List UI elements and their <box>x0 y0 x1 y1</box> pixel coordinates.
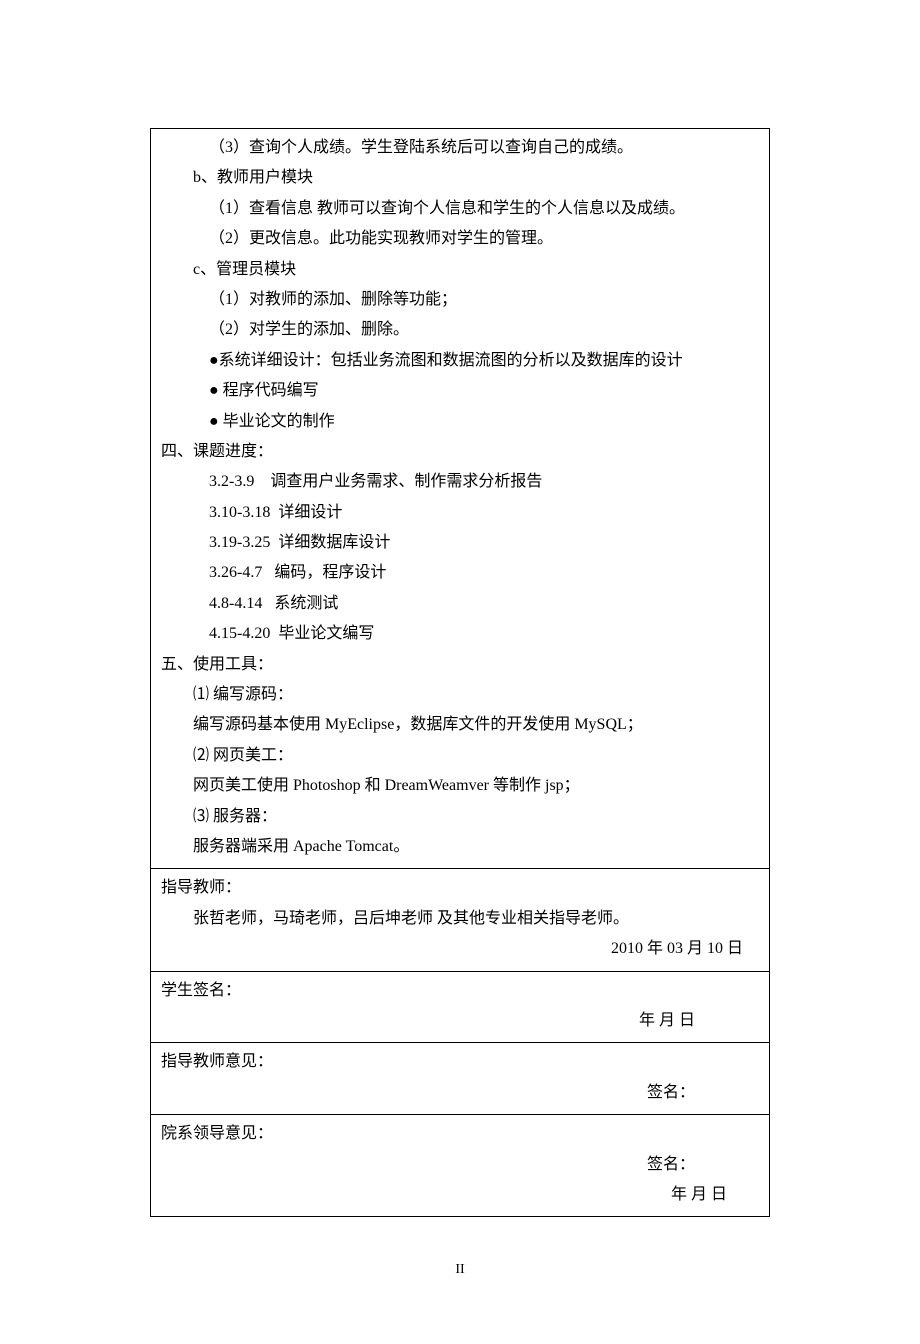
advisor-opinion-label: 指导教师意见： <box>161 1047 759 1077</box>
page-number: II <box>150 1257 770 1284</box>
tool-2-text: 网页美工使用 Photoshop 和 DreamWeamver 等制作 jsp； <box>161 771 759 801</box>
section-5-title: 五、使用工具： <box>161 650 759 680</box>
schedule-row-6: 4.15-4.20 毕业论文编写 <box>161 619 759 649</box>
tool-1-text: 编写源码基本使用 MyEclipse，数据库文件的开发使用 MySQL； <box>161 710 759 740</box>
tool-1-label: ⑴ 编写源码： <box>161 680 759 710</box>
advisor-date: 2010 年 03 月 10 日 <box>161 934 759 964</box>
dept-opinion-date: 年 月 日 <box>161 1180 759 1210</box>
line-3-query-grades: （3）查询个人成绩。学生登陆系统后可以查询自己的成绩。 <box>161 133 759 163</box>
advisor-label: 指导教师： <box>161 873 759 903</box>
line-c2-student-crud: （2）对学生的添加、删除。 <box>161 315 759 345</box>
tool-3-label: ⑶ 服务器： <box>161 802 759 832</box>
form-box: （3）查询个人成绩。学生登陆系统后可以查询自己的成绩。 b、教师用户模块 （1）… <box>150 128 770 1217</box>
advisor-opinion-sig: 签名： <box>161 1078 759 1108</box>
dept-opinion-sig: 签名： <box>161 1150 759 1180</box>
advisor-opinion-cell: 指导教师意见： 签名： <box>151 1043 769 1115</box>
schedule-row-4: 3.26-4.7 编码，程序设计 <box>161 558 759 588</box>
line-c-admin-module: c、管理员模块 <box>161 255 759 285</box>
line-b-teacher-module: b、教师用户模块 <box>161 163 759 193</box>
section-4-title: 四、课题进度： <box>161 437 759 467</box>
dept-opinion-label: 院系领导意见： <box>161 1119 759 1149</box>
schedule-row-5: 4.8-4.14 系统测试 <box>161 589 759 619</box>
main-content-cell: （3）查询个人成绩。学生登陆系统后可以查询自己的成绩。 b、教师用户模块 （1）… <box>151 129 769 869</box>
schedule-row-2: 3.10-3.18 详细设计 <box>161 498 759 528</box>
tool-2-label: ⑵ 网页美工： <box>161 741 759 771</box>
schedule-row-3: 3.19-3.25 详细数据库设计 <box>161 528 759 558</box>
advisor-names: 张哲老师，马琦老师，吕后坤老师 及其他专业相关指导老师。 <box>161 904 759 934</box>
advisor-cell: 指导教师： 张哲老师，马琦老师，吕后坤老师 及其他专业相关指导老师。 2010 … <box>151 869 769 971</box>
student-sig-date: 年 月 日 <box>161 1006 759 1036</box>
dept-opinion-cell: 院系领导意见： 签名： 年 月 日 <box>151 1115 769 1216</box>
line-b1-view-info: （1）查看信息 教师可以查询个人信息和学生的个人信息以及成绩。 <box>161 194 759 224</box>
line-b2-change-info: （2）更改信息。此功能实现教师对学生的管理。 <box>161 224 759 254</box>
page: （3）查询个人成绩。学生登陆系统后可以查询自己的成绩。 b、教师用户模块 （1）… <box>0 0 920 1344</box>
student-sig-label: 学生签名： <box>161 976 759 1006</box>
line-bullet-detail-design: ●系统详细设计：包括业务流图和数据流图的分析以及数据库的设计 <box>161 346 759 376</box>
line-bullet-code: ● 程序代码编写 <box>161 376 759 406</box>
line-c1-teacher-crud: （1）对教师的添加、删除等功能； <box>161 285 759 315</box>
student-signature-cell: 学生签名： 年 月 日 <box>151 972 769 1044</box>
tool-3-text: 服务器端采用 Apache Tomcat。 <box>161 832 759 862</box>
schedule-row-1: 3.2-3.9 调查用户业务需求、制作需求分析报告 <box>161 467 759 497</box>
line-bullet-thesis: ● 毕业论文的制作 <box>161 407 759 437</box>
